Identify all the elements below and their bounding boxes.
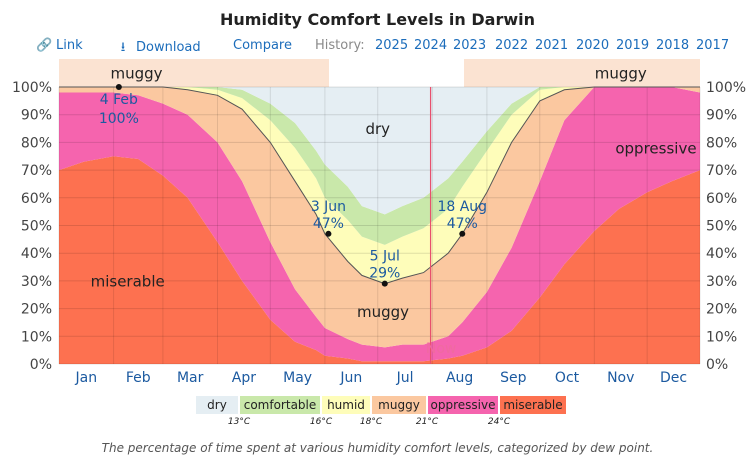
area-humid [59, 87, 700, 284]
area-oppressive [59, 87, 700, 362]
history-year-2023[interactable]: 2023 [453, 38, 487, 53]
humidity-chart: 0% 0% 10% 10% 20% 20% 30% 30% 40% 40% 50% 50% 60% 60%… [12, 59, 746, 386]
month-label-feb: Feb [126, 370, 151, 386]
y-tick-right: 0% [706, 357, 728, 373]
download-label: Download [136, 40, 201, 55]
y-tick-right: 40% [706, 246, 737, 262]
y-tick-right: 30% [706, 274, 737, 290]
annotation-date: 3 Jun [311, 199, 346, 215]
legend-item-comfortable: comfortable [240, 396, 320, 414]
month-label-oct: Oct [555, 370, 580, 386]
annotation-point [459, 230, 466, 237]
y-tick-right: 80% [706, 135, 737, 151]
area-miserable [59, 156, 700, 364]
annotation-value: 47% [447, 216, 478, 232]
month-label-may: May [283, 370, 312, 386]
y-tick-left: 0% [30, 357, 52, 373]
y-tick-left: 50% [21, 219, 52, 235]
muggy-threshold-line [59, 86, 700, 285]
link-icon: 🔗 [36, 38, 53, 53]
chart-caption: The percentage of time spent at various … [101, 441, 654, 455]
y-tick-right: 70% [706, 163, 737, 179]
download-button[interactable]: ⭳ Download [116, 38, 201, 60]
month-label-mar: Mar [177, 370, 204, 386]
annotation-value: 100% [99, 111, 139, 127]
band-label-muggy: muggy [110, 65, 162, 83]
legend-item-dry: dry [196, 396, 238, 414]
y-tick-left: 100% [12, 80, 52, 96]
y-tick-left: 10% [21, 329, 52, 345]
history-year-2021[interactable]: 2021 [535, 38, 569, 53]
history-year-2019[interactable]: 2019 [616, 38, 650, 53]
legend-item-miserable: miserable [500, 396, 566, 414]
month-label-dec: Dec [660, 370, 687, 386]
link-label: Link [56, 38, 83, 53]
y-tick-left: 70% [21, 163, 52, 179]
chart-title: Humidity Comfort Levels in Darwin [220, 10, 535, 29]
y-tick-right: 100% [706, 80, 746, 96]
annotation-value: 29% [369, 266, 400, 282]
y-tick-right: 60% [706, 191, 737, 207]
band-label-oppressive: oppressive [615, 139, 696, 157]
y-tick-left: 20% [21, 302, 52, 318]
annotation-date: 4 Feb [100, 92, 138, 108]
legend-item-muggy: muggy [372, 396, 426, 414]
legend: dry comfortable humid muggy oppressive m… [0, 396, 755, 432]
annotation-point [325, 230, 332, 237]
band-label-now: Now [426, 341, 457, 357]
history-year-2017[interactable]: 2017 [696, 38, 730, 53]
history-year-2022[interactable]: 2022 [495, 38, 529, 53]
month-label-aug: Aug [446, 370, 473, 386]
month-label-jul: Jul [396, 370, 414, 386]
month-label-jun: Jun [339, 370, 362, 386]
band-label-dry: dry [365, 120, 390, 138]
history-year-2024[interactable]: 2024 [414, 38, 448, 53]
y-tick-left: 30% [21, 274, 52, 290]
top-muggy-band-left [59, 59, 329, 87]
y-tick-right: 90% [706, 108, 737, 124]
top-muggy-band-right [464, 59, 700, 87]
history-year-2020[interactable]: 2020 [576, 38, 610, 53]
y-tick-right: 50% [706, 219, 737, 235]
annotation-point [381, 280, 388, 287]
threshold-18c: 18°C [359, 417, 383, 427]
y-tick-right: 10% [706, 329, 737, 345]
month-label-nov: Nov [607, 370, 634, 386]
band-label-muggy: muggy [595, 65, 647, 83]
history-year-2025[interactable]: 2025 [375, 38, 409, 53]
history-year-2018[interactable]: 2018 [656, 38, 690, 53]
compare-button[interactable]: Compare [233, 38, 292, 53]
area-muggy [59, 87, 700, 348]
toolbar: 🔗 Link ⭳ Download Compare History: 2025 20… [0, 38, 755, 58]
download-icon: ⭳ [120, 40, 126, 55]
month-label-apr: Apr [232, 370, 256, 386]
y-tick-left: 80% [21, 135, 52, 151]
annotation-date: 18 Aug [437, 199, 487, 215]
legend-item-humid: humid [322, 396, 370, 414]
threshold-13c: 13°C [227, 417, 251, 427]
threshold-16c: 16°C [309, 417, 333, 427]
threshold-24c: 24°C [487, 417, 511, 427]
y-tick-left: 60% [21, 191, 52, 207]
link-button[interactable]: 🔗 Link [36, 38, 83, 53]
annotation-point [115, 84, 122, 90]
band-label-miserable: miserable [91, 272, 165, 290]
history-label: History: [315, 38, 365, 53]
y-tick-left: 40% [21, 246, 52, 262]
legend-item-oppressive: oppressive [428, 396, 498, 414]
month-label-sep: Sep [500, 370, 527, 386]
y-tick-left: 90% [21, 108, 52, 124]
threshold-21c: 21°C [415, 417, 439, 427]
area-comfortable [59, 87, 700, 245]
y-tick-right: 20% [706, 302, 737, 318]
band-label-muggy: muggy [357, 303, 409, 321]
annotation-value: 47% [313, 216, 344, 232]
area-dry [59, 87, 700, 215]
month-label-jan: Jan [74, 370, 97, 386]
annotation-date: 5 Jul [370, 249, 400, 265]
